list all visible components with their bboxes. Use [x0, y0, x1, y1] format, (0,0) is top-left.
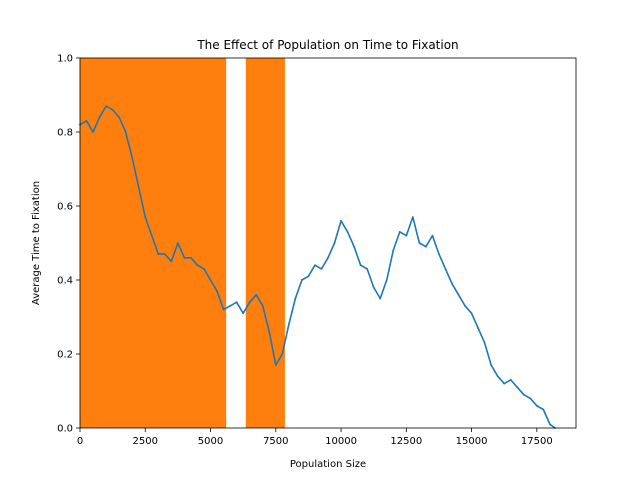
data-point [542, 408, 545, 411]
data-point [209, 279, 212, 281]
x-tick-label: 17500 [521, 436, 553, 447]
data-point [405, 234, 408, 237]
data-point [118, 116, 121, 119]
data-point [431, 234, 434, 237]
data-point [92, 131, 94, 133]
data-point [438, 253, 440, 256]
data-point [196, 264, 199, 267]
data-point [222, 308, 225, 311]
data-point [314, 264, 316, 267]
y-tick-label: 0.4 [57, 276, 73, 287]
series-layer [79, 105, 557, 429]
data-point [411, 216, 414, 219]
y-tick-label: 0.0 [57, 424, 73, 435]
data-point [444, 268, 447, 270]
data-point [287, 323, 290, 326]
chart-title: The Effect of Population on Time to Fixa… [196, 38, 458, 52]
data-point [261, 305, 264, 307]
data-point [307, 275, 310, 278]
data-point [98, 116, 101, 119]
data-point [333, 242, 336, 244]
data-point [170, 260, 173, 263]
data-point [477, 327, 480, 329]
data-point [327, 256, 329, 259]
data-point [300, 279, 303, 281]
data-point [281, 353, 284, 355]
data-point [451, 282, 453, 285]
data-point [274, 364, 277, 366]
data-point [150, 234, 153, 237]
data-point [248, 301, 251, 304]
data-point [268, 330, 271, 333]
data-point [398, 231, 401, 233]
data-point [353, 245, 356, 248]
data-point [255, 293, 258, 296]
shaded-regions [80, 58, 285, 428]
x-tick-label: 2500 [133, 436, 158, 447]
data-point [548, 423, 551, 426]
data-point [144, 216, 147, 219]
series-line-1 [79, 105, 556, 429]
data-point [111, 108, 114, 111]
data-point [190, 256, 192, 259]
data-point [105, 105, 108, 107]
data-point [235, 301, 238, 304]
data-point [516, 386, 519, 389]
data-point [242, 312, 245, 315]
shaded-region-1 [80, 58, 227, 428]
data-point [163, 253, 166, 256]
data-point [359, 264, 362, 267]
data-point [496, 375, 499, 378]
x-tick-label: 12500 [390, 436, 422, 447]
y-axis-label: Average Time to Fixation [31, 181, 42, 305]
x-tick-label: 10000 [325, 436, 357, 447]
data-point [529, 397, 532, 400]
data-point [183, 256, 186, 259]
data-point [522, 393, 525, 396]
data-point [535, 404, 538, 407]
data-point [379, 297, 382, 300]
data-point [85, 120, 88, 122]
plot-frame [79, 57, 577, 429]
data-point [457, 293, 460, 296]
data-point [137, 186, 140, 189]
data-point [124, 131, 127, 133]
x-axis-label: Population Size [290, 459, 366, 470]
x-tick-label: 0 [77, 436, 83, 447]
data-point [503, 382, 506, 385]
data-point [418, 242, 421, 244]
y-tick-label: 1.0 [57, 54, 73, 65]
x-tick-label: 15000 [456, 436, 488, 447]
x-tick-label: 7500 [263, 436, 288, 447]
data-point [372, 286, 375, 289]
data-point [424, 245, 427, 248]
y-axis-ticks: 0.0 0.2 0.4 0.6 0.8 1.0 [57, 54, 80, 435]
data-point [509, 379, 512, 381]
data-point [346, 231, 349, 233]
x-tick-label: 5000 [198, 436, 223, 447]
data-point [490, 364, 493, 366]
data-point [320, 268, 323, 270]
y-tick-label: 0.8 [57, 128, 73, 139]
shaded-region-2 [245, 58, 285, 428]
data-point [366, 268, 369, 270]
data-point [464, 305, 466, 307]
data-point [385, 279, 388, 281]
y-tick-label: 0.6 [57, 202, 73, 213]
data-point [483, 342, 486, 344]
data-point [470, 312, 473, 315]
data-point [392, 249, 395, 252]
y-tick-label: 0.2 [57, 350, 73, 361]
data-point [157, 253, 160, 256]
data-point [340, 219, 342, 222]
data-point [203, 268, 205, 270]
data-point [229, 305, 232, 307]
data-point [216, 290, 218, 292]
data-point [131, 157, 134, 159]
x-axis-ticks: 0 2500 5000 7500 10000 12500 15000 17500 [77, 428, 553, 447]
data-point [176, 242, 179, 244]
data-point [294, 297, 297, 300]
